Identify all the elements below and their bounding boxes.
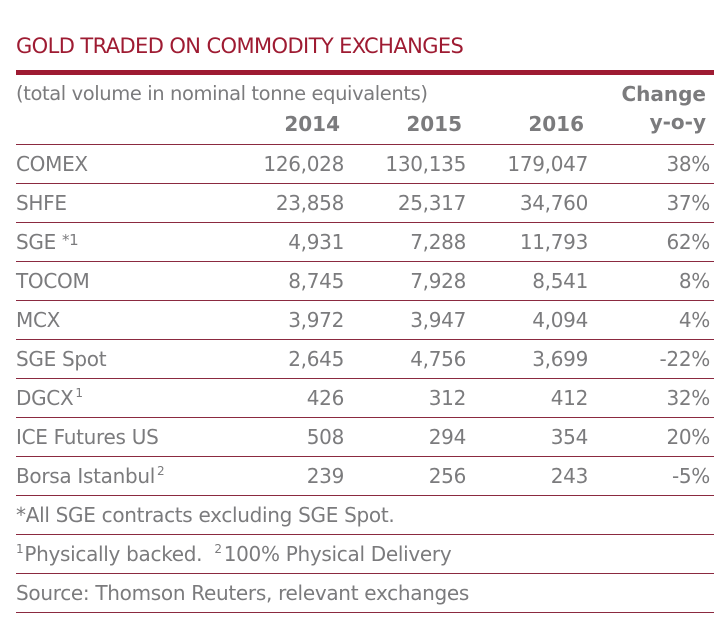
footnote-sge-text: *All SGE contracts excluding SGE Spot. (16, 503, 395, 527)
exchange-label: SHFE (16, 191, 67, 215)
value-2016: 354 (550, 425, 589, 449)
data-table: COMEX 126,028 130,135 179,047 38% SHFE 23… (16, 144, 714, 613)
footnote-marker: *1 (61, 231, 79, 249)
value-2014: 508 (306, 425, 345, 449)
table-row: MCX 3,972 3,947 4,094 4% (16, 301, 714, 340)
value-change: 37% (666, 191, 710, 215)
value-change: 20% (666, 425, 710, 449)
value-2014: 4,931 (288, 230, 344, 254)
physical-delivery-text: 100% Physical Delivery (223, 542, 452, 566)
table-row: SGE *1 4,931 7,288 11,793 62% (16, 223, 714, 262)
physically-backed-text: Physically backed. (24, 542, 203, 566)
value-change: 4% (678, 308, 710, 332)
exchange-label: COMEX (16, 152, 88, 176)
exchange-name: COMEX (16, 145, 88, 183)
value-2014: 3,972 (288, 308, 344, 332)
exchange-name: Borsa Istanbul 2 (16, 457, 165, 495)
value-2015: 25,317 (397, 191, 466, 215)
change-header-line2: y-o-y (649, 110, 706, 134)
exchange-name: DGCX 1 (16, 379, 83, 417)
table-title: GOLD TRADED ON COMMODITY EXCHANGES (16, 34, 464, 58)
exchange-name: SGE *1 (16, 223, 79, 261)
exchange-name: MCX (16, 301, 60, 339)
table-row: SHFE 23,858 25,317 34,760 37% (16, 184, 714, 223)
exchange-label: SGE (16, 230, 56, 254)
value-2014: 23,858 (275, 191, 344, 215)
value-2016: 243 (550, 464, 589, 488)
table-row: COMEX 126,028 130,135 179,047 38% (16, 145, 714, 184)
exchange-name: SGE Spot (16, 340, 107, 378)
exchange-label: TOCOM (16, 269, 90, 293)
exchange-label: MCX (16, 308, 61, 332)
value-2016: 412 (550, 386, 589, 410)
exchange-label: SGE Spot (16, 347, 107, 371)
value-2015: 294 (428, 425, 467, 449)
column-header-2014: 2014 (284, 112, 340, 136)
table-row: ICE Futures US 508 294 354 20% (16, 418, 714, 457)
change-header-line1: Change (621, 82, 706, 106)
value-2015: 312 (428, 386, 467, 410)
footnote-physical-text: 1Physically backed. 2 100% Physical Deliv… (16, 535, 452, 573)
column-header-2015: 2015 (406, 112, 462, 136)
table-row: SGE Spot 2,645 4,756 3,699 -22% (16, 340, 714, 379)
value-2016: 179,047 (507, 152, 588, 176)
table-row: Borsa Istanbul 2 239 256 243 -5% (16, 457, 714, 496)
table-subtitle: (total volume in nominal tonne equivalen… (16, 82, 428, 105)
value-2015: 256 (428, 464, 467, 488)
value-2016: 4,094 (532, 308, 588, 332)
footnote-marker-1: 1 (16, 542, 24, 556)
footnote-sge: *All SGE contracts excluding SGE Spot. (16, 496, 714, 535)
value-2014: 2,645 (288, 347, 344, 371)
footnote-marker: 2 (157, 464, 165, 478)
exchange-name: TOCOM (16, 262, 90, 300)
value-2014: 426 (306, 386, 345, 410)
exchange-label: ICE Futures US (16, 425, 159, 449)
value-change: -5% (671, 464, 710, 488)
value-2016: 3,699 (532, 347, 588, 371)
exchange-name: SHFE (16, 184, 67, 222)
source-text: Source: Thomson Reuters, relevant exchan… (16, 581, 470, 605)
table-row: TOCOM 8,745 7,928 8,541 8% (16, 262, 714, 301)
value-2015: 4,756 (410, 347, 466, 371)
column-header-change: Change y-o-y (621, 82, 706, 134)
value-2015: 7,928 (410, 269, 466, 293)
footnote-marker-2: 2 (214, 542, 222, 556)
exchange-label: Borsa Istanbul (16, 464, 156, 488)
source-note: Source: Thomson Reuters, relevant exchan… (16, 574, 714, 613)
footnote-physical: 1Physically backed. 2 100% Physical Deliv… (16, 535, 714, 574)
exchange-label: DGCX (16, 386, 74, 410)
value-change: -22% (659, 347, 711, 371)
value-2014: 8,745 (288, 269, 344, 293)
exchange-name: ICE Futures US (16, 418, 159, 456)
value-change: 32% (666, 386, 710, 410)
value-2014: 239 (306, 464, 345, 488)
value-2016: 34,760 (519, 191, 588, 215)
value-change: 38% (666, 152, 710, 176)
value-change: 62% (666, 230, 710, 254)
value-2015: 3,947 (410, 308, 466, 332)
column-header-2016: 2016 (528, 112, 584, 136)
table-row: DGCX 1 426 312 412 32% (16, 379, 714, 418)
value-2015: 130,135 (385, 152, 466, 176)
value-2014: 126,028 (263, 152, 344, 176)
value-change: 8% (678, 269, 710, 293)
value-2016: 8,541 (532, 269, 588, 293)
title-divider (16, 70, 714, 75)
value-2015: 7,288 (410, 230, 466, 254)
footnote-marker: 1 (75, 386, 83, 400)
value-2016: 11,793 (519, 230, 588, 254)
